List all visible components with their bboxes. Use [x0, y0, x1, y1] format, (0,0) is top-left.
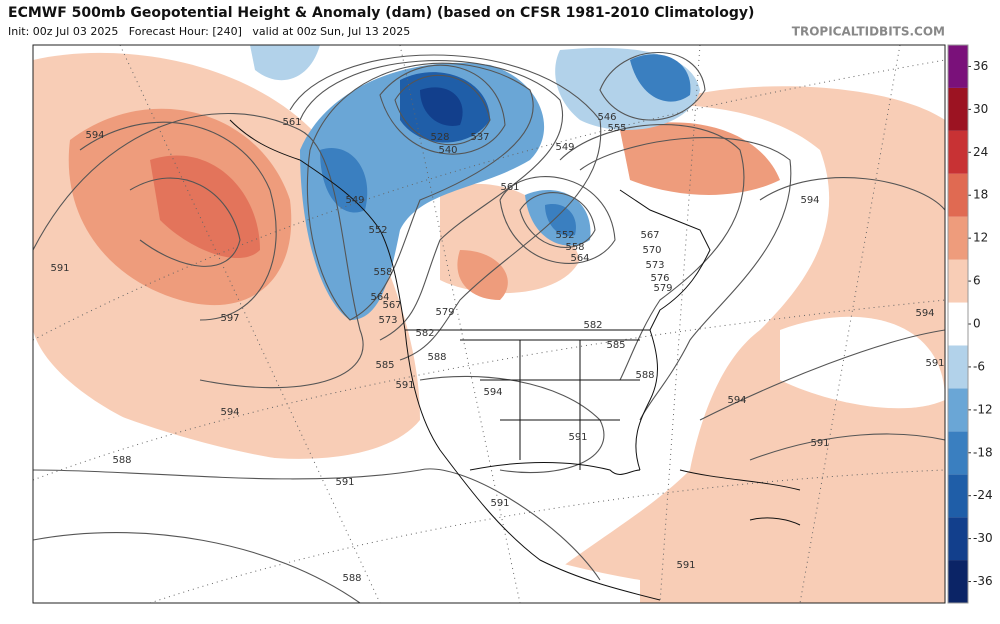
contour-label: 570: [642, 245, 661, 256]
contour-label: 591: [50, 263, 69, 274]
colorbar-label: -30: [973, 531, 993, 545]
contour-label: 576: [650, 273, 669, 284]
colorbar-cell: [948, 259, 968, 303]
contour-label: 597: [220, 313, 239, 324]
colorbar-label: 12: [973, 231, 988, 245]
contour-label: 594: [800, 195, 819, 206]
colorbar-frame: [947, 44, 969, 604]
contour-label: 561: [500, 182, 519, 193]
contour-label: 594: [483, 387, 502, 398]
contour-label: 594: [727, 395, 746, 406]
colorbar-cell: [948, 302, 968, 346]
colorbar-label: 30: [973, 102, 988, 116]
contour-label: 549: [555, 142, 574, 153]
colorbar-label: 36: [973, 59, 988, 73]
colorbar-label: -36: [973, 574, 993, 588]
contour-label: 564: [370, 292, 389, 303]
colorbar-cell: [948, 130, 968, 174]
contour-label: 591: [335, 477, 354, 488]
title: ECMWF 500mb Geopotential Height & Anomal…: [8, 5, 754, 21]
contour-label: 585: [606, 340, 625, 351]
contour-label: 546: [597, 112, 616, 123]
contour-label: 594: [85, 130, 104, 141]
contour-label: 555: [607, 123, 626, 134]
contour-label: 573: [378, 315, 397, 326]
contour-label: 588: [342, 573, 361, 584]
contour-label: 588: [427, 352, 446, 363]
contour-label: 591: [810, 438, 829, 449]
colorbar-cell: [948, 173, 968, 217]
contour-label: 588: [112, 455, 131, 466]
colorbar-label: 6: [973, 274, 981, 288]
contour-label: 579: [653, 283, 672, 294]
map-frame: [32, 44, 946, 604]
colorbar-cell: [948, 517, 968, 561]
colorbar-cell: [948, 216, 968, 260]
colorbar-cell: [948, 45, 968, 88]
colorbar-label: 24: [973, 145, 988, 159]
contour-labels: 5945615915975945885915885495525585645675…: [50, 112, 944, 584]
colorbar-cell: [948, 474, 968, 518]
contour-label: 591: [568, 432, 587, 443]
source: TROPICALTIDBITS.COM: [792, 25, 945, 39]
contour-label: 585: [375, 360, 394, 371]
colorbar-cell: [948, 431, 968, 475]
colorbar-label: -24: [973, 488, 993, 502]
contour-label: 573: [645, 260, 664, 271]
contour-label: 567: [640, 230, 659, 241]
contour-label: 552: [555, 230, 574, 241]
subtitle: Init: 00z Jul 03 2025 Forecast Hour: [24…: [8, 25, 410, 38]
colorbar-label: -6: [973, 359, 985, 373]
contour-label: 591: [395, 380, 414, 391]
contour-label: 591: [490, 498, 509, 509]
map: [33, 45, 945, 603]
contour-label: 567: [382, 300, 401, 311]
contour-label: 540: [438, 145, 457, 156]
contour-label: 594: [220, 407, 239, 418]
contour-label: 558: [373, 267, 392, 278]
colorbar-label: -12: [973, 402, 993, 416]
contour-label: 552: [368, 225, 387, 236]
contour-label: 579: [435, 307, 454, 318]
contour-label: 591: [925, 358, 944, 369]
colorbar-label: 0: [973, 317, 981, 331]
contour-label: 591: [676, 560, 695, 571]
contour-label: 582: [583, 320, 602, 331]
contour-label: 588: [635, 370, 654, 381]
contour-label: 564: [570, 253, 589, 264]
contour-label: 582: [415, 328, 434, 339]
colorbar-cell: [948, 345, 968, 389]
colorbar-cell: [948, 388, 968, 432]
contour-label: 561: [282, 117, 301, 128]
contour-label: 537: [470, 132, 489, 143]
contour-label: 528: [430, 132, 449, 143]
contour-label: 558: [565, 242, 584, 253]
colorbar: -36 -30 -24 -18 -12 -6 0 6 12 18 24 30 36: [947, 44, 993, 604]
contour-label: 549: [345, 195, 364, 206]
contour-label: 594: [915, 308, 934, 319]
colorbar-cell: [948, 560, 968, 603]
colorbar-cell: [948, 87, 968, 131]
colorbar-label: 18: [973, 188, 988, 202]
colorbar-label: -18: [973, 445, 993, 459]
